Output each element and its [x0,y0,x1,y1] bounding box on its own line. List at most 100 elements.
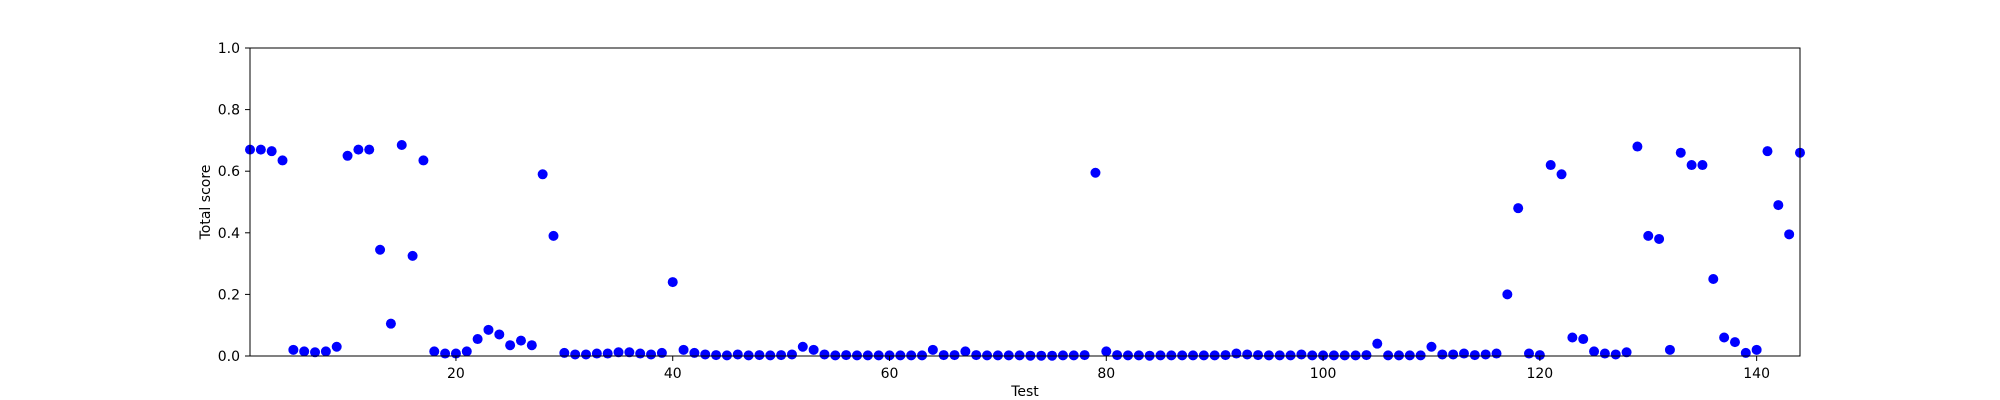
data-point [1567,332,1578,343]
data-point [1599,348,1610,359]
x-axis: 20 40 60 80 100 120 140 [447,356,1770,382]
data-point [1263,350,1274,361]
data-point [689,347,700,358]
data-point [1556,169,1567,180]
data-point [320,346,331,357]
data-point [743,350,754,361]
data-point [1361,350,1372,361]
data-point [1513,203,1524,214]
data-point [1307,350,1318,361]
data-point [1686,160,1697,171]
data-point [1729,337,1740,348]
data-point [678,344,689,355]
data-point [277,155,288,166]
data-point [418,155,429,166]
data-point [396,140,407,151]
data-point [711,350,722,361]
data-point [1469,350,1480,361]
data-point [1762,146,1773,157]
data-point [971,350,982,361]
data-point [1112,350,1123,361]
data-point [1664,344,1675,355]
y-tick-label: 0.4 [218,226,240,242]
data-point [1534,350,1545,361]
data-point [1318,350,1329,361]
data-point [1383,350,1394,361]
data-point [1502,289,1513,300]
data-point [982,350,993,361]
data-point [364,144,375,155]
data-point [353,144,364,155]
data-point [1708,274,1719,284]
data-point [1751,344,1762,355]
data-point [1198,350,1209,361]
data-point [1155,350,1166,361]
data-points [245,140,1805,361]
data-point [1328,350,1339,361]
data-point [830,350,841,361]
x-tick-label: 60 [881,366,899,382]
data-point [483,324,494,335]
data-point [570,349,581,360]
data-point [1697,160,1708,171]
data-point [949,350,960,361]
y-axis-label: Total score [198,165,214,241]
data-point [960,346,971,357]
data-point [1068,350,1079,361]
data-point [515,335,526,346]
y-tick-label: 0.2 [218,287,240,303]
data-point [1524,348,1535,359]
data-point [667,277,678,288]
data-point [884,350,895,361]
data-point [927,344,938,355]
data-point [1220,350,1231,361]
data-point [1545,160,1556,171]
data-point [1632,141,1643,152]
data-point [797,341,808,352]
data-point [375,244,386,255]
data-point [429,346,440,357]
data-point [732,349,743,360]
data-point [1621,347,1632,358]
data-point [1350,350,1361,361]
data-point [862,350,873,361]
data-point [1458,348,1469,359]
data-point [255,144,266,155]
data-point [1578,334,1589,345]
data-point [548,230,559,241]
data-point [1740,347,1751,358]
y-tick-label: 0.8 [218,103,240,119]
data-point [754,350,765,361]
y-tick-label: 0.0 [218,349,240,365]
data-point [624,347,635,358]
data-point [1057,350,1068,361]
data-point [1675,147,1686,158]
data-point [1784,229,1795,240]
data-point [1014,350,1025,361]
data-point [310,347,321,358]
data-point [1003,350,1014,361]
data-point [1426,341,1437,352]
data-point [873,350,884,361]
data-point [1393,350,1404,361]
data-point [1231,348,1242,359]
data-point [613,347,624,358]
data-point [841,350,852,361]
data-point [1133,350,1144,361]
data-point [1177,350,1188,361]
data-point [917,350,928,361]
data-point [1101,346,1112,357]
x-tick-label: 100 [1310,366,1337,382]
data-point [1448,349,1459,360]
data-point [906,350,917,361]
data-point [776,350,787,361]
data-point [602,348,613,359]
data-point [895,350,906,361]
x-tick-label: 80 [1097,366,1115,382]
plot-frame [249,47,1801,357]
data-point [1253,350,1264,361]
x-tick-label: 20 [447,366,465,382]
data-point [1643,230,1654,241]
data-point [1372,338,1383,349]
y-axis: 0.0 0.2 0.4 0.6 0.8 1.0 [218,41,250,365]
